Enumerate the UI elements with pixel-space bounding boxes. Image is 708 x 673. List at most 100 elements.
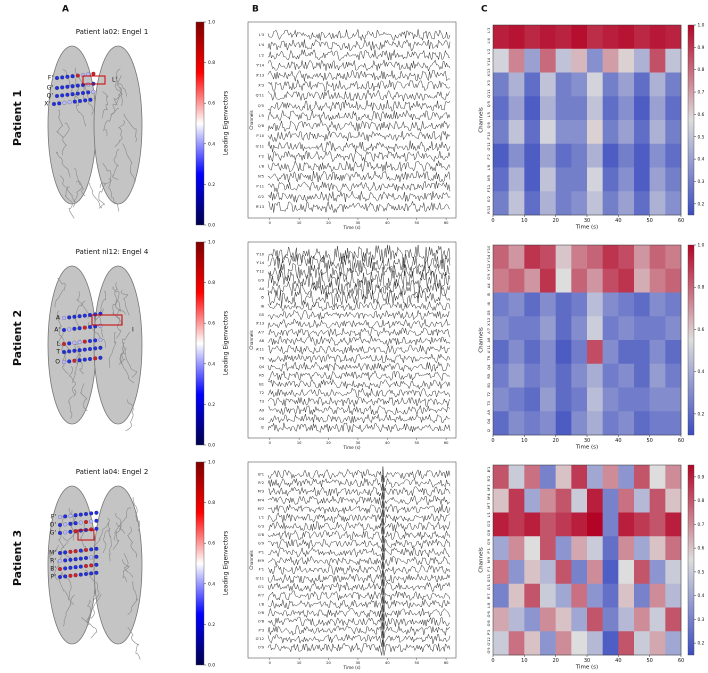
- brain-sulcus: [72, 180, 83, 208]
- brain-sulcus: [62, 341, 70, 375]
- colorbar-tick-label: 0.7: [698, 90, 705, 96]
- electrode-contact: [89, 547, 94, 552]
- eeg-trace: [267, 130, 451, 143]
- heatmap-cell: [555, 607, 572, 632]
- heatmap-cell: [665, 167, 682, 192]
- channel-label: G'1: [258, 585, 264, 589]
- electrode-contact: [73, 565, 78, 570]
- heatmap-cell: [649, 245, 666, 270]
- heatmap-cell: [665, 512, 682, 537]
- colorbar-tick-label: 0.2: [208, 182, 215, 188]
- heatmap-cell: [540, 143, 556, 168]
- brain-sulcus: [86, 600, 91, 626]
- heatmap-cell: [602, 340, 619, 365]
- panel-label: B: [252, 5, 259, 15]
- heatmap-cell: [602, 268, 619, 293]
- eeg-trace: [267, 535, 451, 552]
- colorbar-tick-label: 0.0: [208, 223, 215, 229]
- heatmap-cell: [493, 292, 509, 317]
- heatmap-cell: [493, 25, 509, 50]
- heatmap-cell: [524, 25, 541, 50]
- heatmap-cell: [508, 512, 525, 537]
- eeg-trace: [267, 344, 451, 356]
- electrode-contact: [83, 98, 88, 103]
- channel-label: A9: [259, 408, 264, 412]
- brain-title: Patient nl12: Engel 4: [76, 248, 149, 256]
- heatmap-cell: [508, 340, 525, 365]
- heatmap-cell: [571, 631, 588, 656]
- heatmap-cell: [508, 316, 525, 341]
- channel-label: M'7: [258, 507, 264, 511]
- heatmap-channel-label: A4: [487, 283, 491, 288]
- colorbar-tick-label: 0.9: [698, 474, 705, 480]
- heatmap-cell: [665, 120, 682, 145]
- heatmap-cell: [649, 465, 666, 490]
- heatmap-cell: [634, 48, 650, 73]
- heatmap-cell: [524, 607, 541, 632]
- heatmap-cell: [555, 465, 572, 490]
- heatmap-cell: [540, 607, 556, 632]
- heatmap-cell: [665, 363, 682, 388]
- electrode-label: B': [50, 566, 56, 573]
- channel-label: L'8: [259, 165, 265, 169]
- electrode-label: G': [50, 530, 57, 537]
- panel-label: A: [62, 5, 69, 15]
- heatmap-cell: [649, 536, 666, 561]
- soz-box: [77, 529, 95, 541]
- eeg-trace: [267, 387, 451, 398]
- x-tick-label: 60: [678, 438, 684, 444]
- electrode-label: P': [51, 574, 57, 581]
- channel-label: F'2: [259, 154, 264, 158]
- electrode-contact: [72, 314, 77, 319]
- heatmap-cell: [508, 96, 525, 121]
- x-axis-label: Time (s): [575, 225, 598, 231]
- channel-label: L'2: [259, 53, 264, 57]
- channel-label: Y'14: [256, 63, 264, 67]
- channel-label: A8: [259, 339, 264, 343]
- heatmap-cell: [571, 536, 588, 561]
- brain-left-hemisphere: [47, 265, 97, 425]
- electrode-label: F': [51, 514, 56, 521]
- channel-label: A'11: [256, 348, 264, 352]
- heatmap-cell: [555, 411, 572, 436]
- brain-sulcus: [62, 122, 70, 156]
- eeg-trace: [267, 279, 451, 300]
- heatmap-cell: [649, 363, 666, 388]
- channel-label: Y'14: [256, 261, 264, 265]
- heatmap-cell: [540, 512, 556, 537]
- eeg-trace: [267, 119, 451, 132]
- heatmap-channel-label: F'1: [487, 566, 491, 571]
- electrode-contact: [94, 518, 99, 523]
- heatmap-cell: [587, 48, 603, 73]
- heatmap-cell: [524, 292, 541, 317]
- heatmap-cell: [555, 292, 572, 317]
- heatmap-cell: [524, 316, 541, 341]
- heatmap-cell: [618, 512, 635, 537]
- electrode-contact: [94, 526, 99, 531]
- heatmap-cell: [524, 411, 541, 436]
- heatmap-cell: [618, 120, 635, 145]
- heatmap-cell: [571, 607, 588, 632]
- eeg-trace: [267, 483, 451, 500]
- heatmap-channel-label: M'4: [487, 493, 491, 500]
- electrode-contact: [73, 529, 78, 534]
- y-axis-label: Channels: [479, 547, 485, 573]
- channel-label: Q4: [259, 365, 265, 369]
- brain-title: Patient la02: Engel 1: [76, 28, 149, 36]
- x-tick-label: 40: [385, 441, 390, 445]
- heatmap-cell: [540, 292, 556, 317]
- heatmap-channel-label: G'2: [487, 196, 491, 202]
- electrode-contact: [65, 92, 70, 97]
- colorbar-tick-label: 1.0: [698, 23, 705, 29]
- heatmap-cell: [665, 268, 682, 293]
- heatmap-cell: [665, 25, 682, 50]
- electrode-contact: [89, 571, 94, 576]
- heatmap-channel-label: Q'8: [487, 122, 491, 129]
- heatmap-channel-label: B'1: [487, 467, 491, 473]
- heatmap-channel-label: L'8: [487, 602, 491, 608]
- heatmap-cell: [493, 465, 509, 490]
- brain-sulcus: [74, 300, 86, 327]
- eeg-trace: [267, 353, 451, 364]
- y-axis-label: Channels: [479, 327, 485, 353]
- electrode-label: A': [54, 327, 60, 334]
